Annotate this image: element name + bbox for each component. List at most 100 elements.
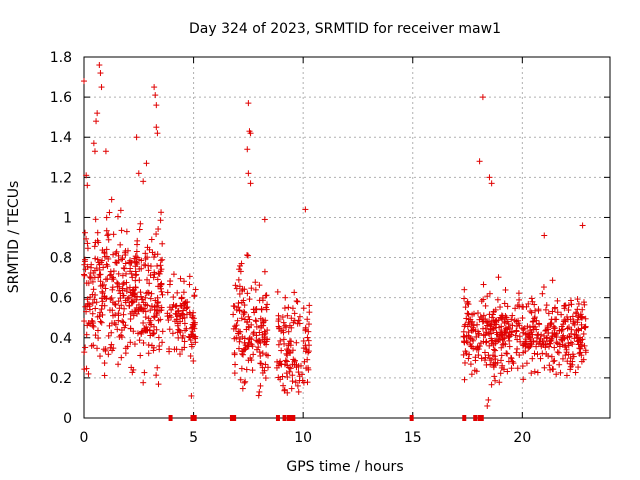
data-point xyxy=(544,334,551,341)
data-point xyxy=(96,313,103,320)
zero-marker xyxy=(190,415,195,421)
data-point xyxy=(534,351,541,358)
data-point xyxy=(183,325,190,332)
data-point xyxy=(528,309,535,316)
data-point xyxy=(181,320,188,327)
data-point xyxy=(265,364,272,371)
data-point xyxy=(306,309,313,316)
data-point xyxy=(252,286,259,293)
data-point xyxy=(467,343,474,350)
data-point xyxy=(289,361,296,368)
data-point xyxy=(288,324,295,331)
data-point xyxy=(130,328,137,335)
data-point xyxy=(545,310,552,317)
data-point xyxy=(136,226,143,233)
data-point xyxy=(532,307,539,314)
data-point xyxy=(554,340,561,347)
data-point xyxy=(126,259,133,266)
data-point xyxy=(158,288,165,295)
data-point xyxy=(148,303,155,310)
data-point xyxy=(245,252,252,259)
data-point xyxy=(514,336,521,343)
data-point xyxy=(243,366,250,373)
data-point xyxy=(259,350,266,357)
data-point xyxy=(500,340,507,347)
data-point xyxy=(275,316,282,323)
data-point xyxy=(500,366,507,373)
data-point xyxy=(548,353,555,360)
y-tick-label: 1.4 xyxy=(50,130,72,146)
data-point xyxy=(90,342,97,349)
data-point xyxy=(123,288,130,295)
data-point xyxy=(103,227,110,234)
data-point xyxy=(538,331,545,338)
data-point xyxy=(286,368,293,375)
data-point xyxy=(236,345,243,352)
data-point xyxy=(564,316,571,323)
data-point xyxy=(172,303,179,310)
data-point xyxy=(290,356,297,363)
data-point xyxy=(120,311,127,318)
data-point xyxy=(154,364,161,371)
data-point xyxy=(102,148,109,155)
data-point xyxy=(497,357,504,364)
data-point xyxy=(464,310,471,317)
data-point xyxy=(89,278,96,285)
data-point xyxy=(87,320,94,327)
data-point xyxy=(133,248,140,255)
data-point xyxy=(465,329,472,336)
data-point xyxy=(515,290,522,297)
data-point xyxy=(548,335,555,342)
data-point xyxy=(149,331,156,338)
data-point xyxy=(169,330,176,337)
data-point xyxy=(534,369,541,376)
data-point xyxy=(293,364,300,371)
data-point xyxy=(486,174,493,181)
data-point xyxy=(231,370,238,377)
data-point xyxy=(115,252,122,259)
data-point xyxy=(559,326,566,333)
data-point xyxy=(262,330,269,337)
data-point xyxy=(274,358,281,365)
data-point xyxy=(524,330,531,337)
data-point xyxy=(547,320,554,327)
data-point xyxy=(236,283,243,290)
data-point xyxy=(89,291,96,298)
data-point xyxy=(504,368,511,375)
data-point xyxy=(580,330,587,337)
data-point xyxy=(564,358,571,365)
y-tick-label: 1.2 xyxy=(50,170,72,186)
data-point xyxy=(153,124,160,131)
data-point xyxy=(148,236,155,243)
data-point xyxy=(462,359,469,366)
data-point xyxy=(104,232,111,239)
data-point xyxy=(157,257,164,264)
data-point xyxy=(292,379,299,386)
data-point xyxy=(158,209,165,216)
data-point xyxy=(530,337,537,344)
data-point xyxy=(469,324,476,331)
data-point xyxy=(153,231,160,238)
data-point xyxy=(145,289,152,296)
data-point xyxy=(554,349,561,356)
data-point xyxy=(115,310,122,317)
data-point xyxy=(82,229,89,236)
data-point xyxy=(581,324,588,331)
data-point xyxy=(568,326,575,333)
data-point xyxy=(537,355,544,362)
data-point xyxy=(81,261,88,268)
data-point xyxy=(97,70,104,77)
data-point xyxy=(255,392,262,399)
data-point xyxy=(550,366,557,373)
data-point xyxy=(146,246,153,253)
data-point xyxy=(150,347,157,354)
data-point xyxy=(241,379,248,386)
data-point xyxy=(171,318,178,325)
data-point xyxy=(481,349,488,356)
data-point xyxy=(468,327,475,334)
data-point xyxy=(170,271,177,278)
data-point xyxy=(480,312,487,319)
data-point xyxy=(93,118,100,125)
data-point xyxy=(92,332,99,339)
data-point xyxy=(122,248,129,255)
